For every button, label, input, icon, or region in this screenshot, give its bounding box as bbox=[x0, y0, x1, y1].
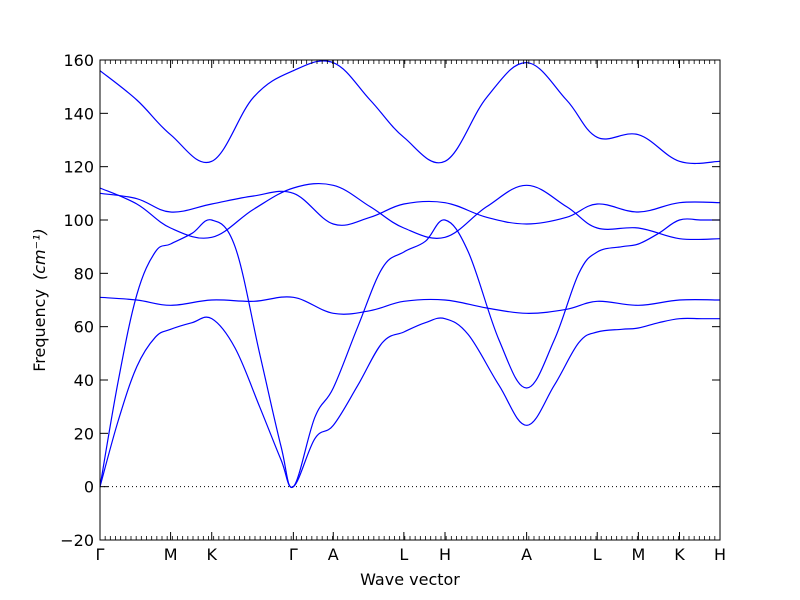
y-tick-label: 40 bbox=[74, 371, 94, 390]
x-tick-label: H bbox=[714, 545, 726, 564]
series-line-6 bbox=[99, 60, 721, 165]
x-tick-label: L bbox=[593, 545, 602, 564]
x-axis-label: Wave vector bbox=[360, 570, 460, 589]
y-tick-label: −20 bbox=[60, 531, 94, 550]
svg-text:Frequency (cm⁻¹): Frequency (cm⁻¹) bbox=[30, 228, 49, 371]
x-tick-label: A bbox=[328, 545, 339, 564]
x-tick-label: H bbox=[439, 545, 451, 564]
series-line-1 bbox=[99, 316, 720, 488]
series-line-4 bbox=[99, 182, 721, 241]
series-line-3 bbox=[99, 296, 721, 315]
y-axis-label-text: Frequency bbox=[30, 289, 49, 372]
x-tick-label: M bbox=[164, 545, 178, 564]
y-tick-label: 100 bbox=[63, 211, 94, 230]
y-axis-label: Frequency (cm⁻¹) bbox=[30, 228, 49, 371]
x-tick-label: K bbox=[674, 545, 685, 564]
plot-area bbox=[99, 60, 721, 489]
series-line-5 bbox=[99, 190, 721, 226]
x-tick-label: K bbox=[206, 545, 217, 564]
axes: −20 0 20 40 60 80 100 120 140 160 Γ M K Γ A L H A L M K H bbox=[60, 51, 726, 564]
y-axis-label-unit: (cm⁻¹) bbox=[30, 228, 49, 280]
x-tick-label: A bbox=[521, 545, 532, 564]
y-tick-label: 80 bbox=[74, 264, 94, 283]
y-tick-label: 0 bbox=[84, 478, 94, 497]
y-tick-label: 20 bbox=[74, 424, 94, 443]
y-tick-label: 140 bbox=[63, 104, 94, 123]
y-tick-label: 120 bbox=[63, 158, 94, 177]
x-tick-label: Γ bbox=[289, 545, 298, 564]
x-tick-label: M bbox=[631, 545, 645, 564]
y-tick-label: 60 bbox=[74, 318, 94, 337]
series-line-2 bbox=[99, 218, 720, 489]
x-tick-label: L bbox=[399, 545, 408, 564]
x-tick-label: Γ bbox=[96, 545, 105, 564]
y-tick-label: 160 bbox=[63, 51, 94, 70]
